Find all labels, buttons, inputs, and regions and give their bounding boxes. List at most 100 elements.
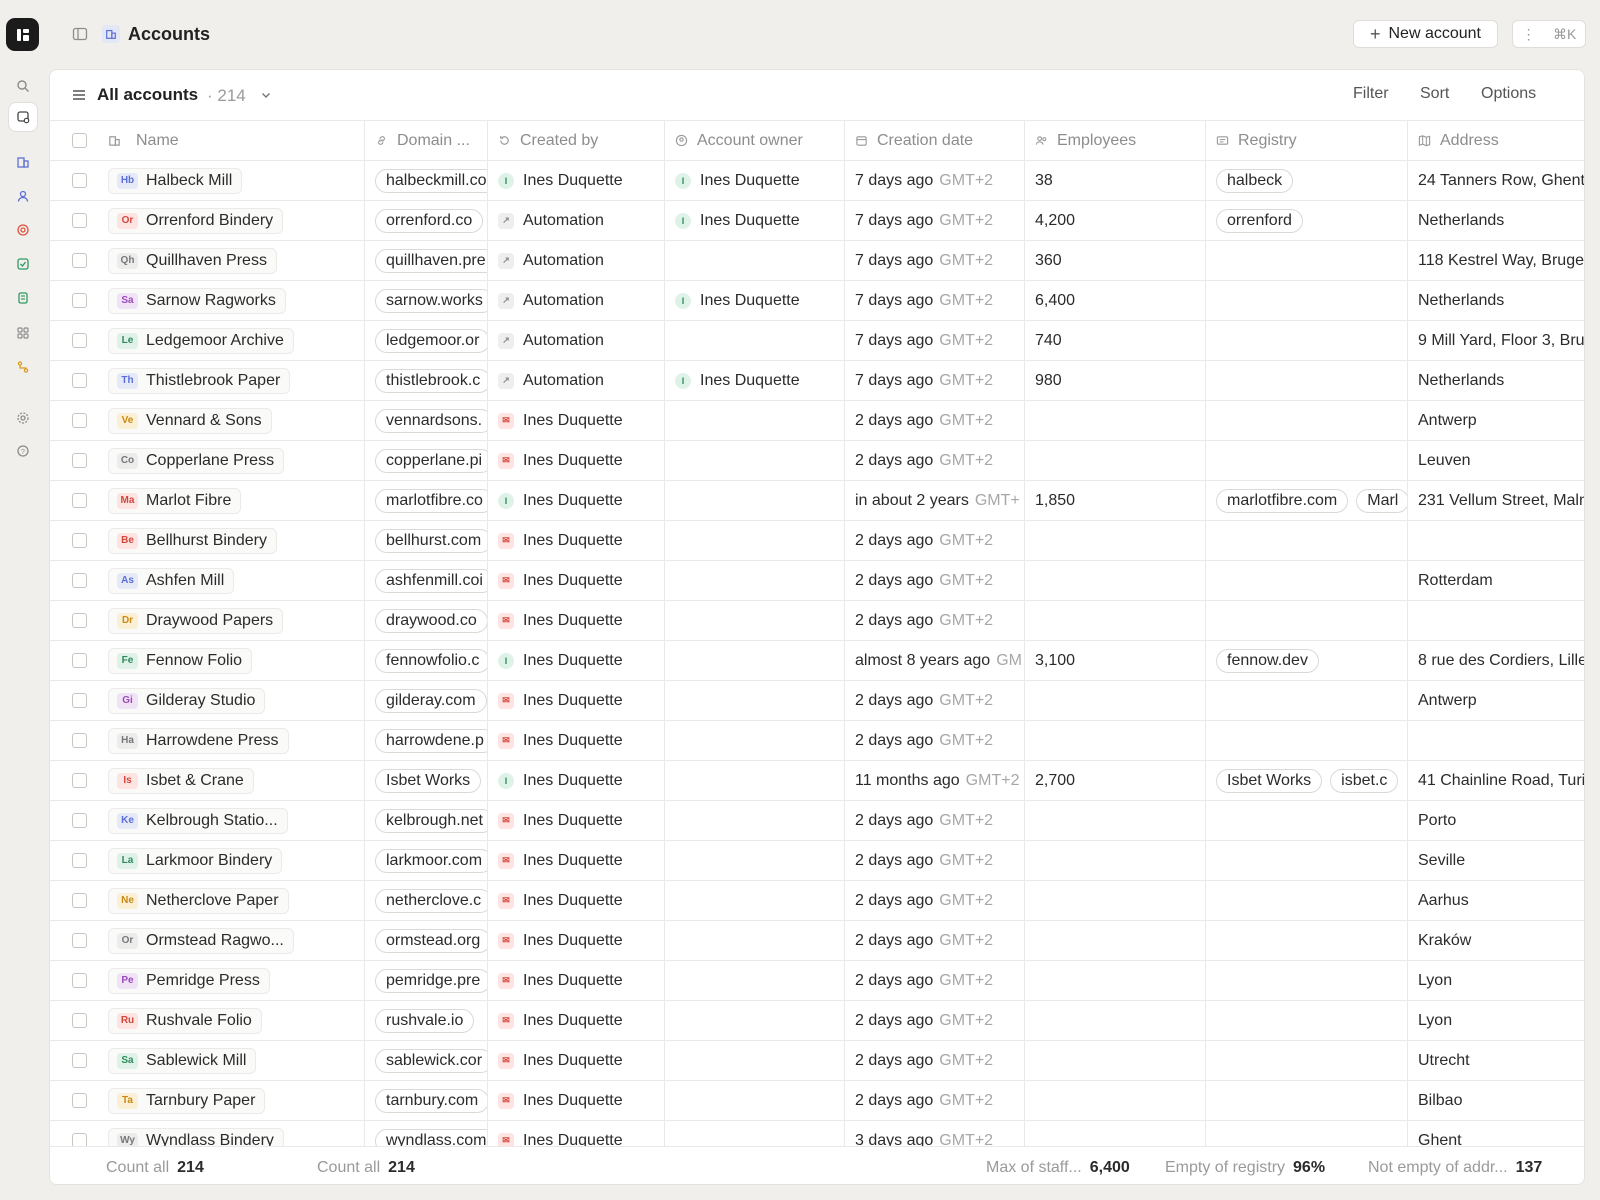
row-checkbox[interactable] <box>71 573 87 588</box>
creation-date-cell[interactable]: 2 days ago GMT+2 <box>845 1001 1025 1040</box>
filter-button[interactable]: Filter <box>1353 85 1389 102</box>
domain-cell[interactable]: marlotfibre.co <box>365 481 488 520</box>
creation-date-cell[interactable]: 2 days ago GMT+2 <box>845 521 1025 560</box>
row-checkbox[interactable] <box>71 773 87 788</box>
registry-cell[interactable] <box>1206 561 1408 600</box>
creation-date-cell[interactable]: 11 months ago GMT+2 <box>845 761 1025 800</box>
domain-cell[interactable]: quillhaven.pre <box>365 241 488 280</box>
creation-date-cell[interactable]: in about 2 years GMT+ <box>845 481 1025 520</box>
name-cell[interactable]: Co Copperlane Press <box>108 441 365 480</box>
people-nav-icon[interactable] <box>9 182 37 210</box>
created-by-cell[interactable]: ✉ Ines Duquette <box>488 881 665 920</box>
chevron-down-icon[interactable] <box>260 89 272 101</box>
employees-cell[interactable] <box>1025 921 1206 960</box>
address-cell[interactable]: Antwerp <box>1408 681 1584 720</box>
account-name-chip[interactable]: Ke Kelbrough Statio... <box>108 807 288 834</box>
account-name-chip[interactable]: Le Ledgemoor Archive <box>108 327 294 354</box>
account-name-chip[interactable]: Dr Draywood Papers <box>108 607 284 634</box>
row-checkbox[interactable] <box>71 653 87 668</box>
creation-date-cell[interactable]: 7 days ago GMT+2 <box>845 281 1025 320</box>
registry-cell[interactable] <box>1206 921 1408 960</box>
registry-cell[interactable] <box>1206 1081 1408 1120</box>
address-cell[interactable]: Netherlands <box>1408 361 1584 400</box>
created-by-cell[interactable]: ↗ Automation <box>488 201 665 240</box>
account-name-chip[interactable]: Qh Quillhaven Press <box>108 247 277 274</box>
account-owner-cell[interactable] <box>665 1041 845 1080</box>
registry-tag[interactable]: isbet.c <box>1330 768 1399 793</box>
account-owner-cell[interactable] <box>665 1001 845 1040</box>
aggregate-registry[interactable]: Empty of registry 96% <box>1165 1159 1326 1176</box>
creation-date-cell[interactable]: 2 days ago GMT+2 <box>845 601 1025 640</box>
account-name-chip[interactable]: Ha Harrowdene Press <box>108 727 289 754</box>
table-row[interactable]: Dr Draywood Papers draywood.co ✉ Ines Duquet… <box>50 600 1584 640</box>
domain-link[interactable]: orrenford.co <box>375 208 484 233</box>
name-cell[interactable]: Ve Vennard & Sons <box>108 401 365 440</box>
address-cell[interactable]: Porto <box>1408 801 1584 840</box>
created-by-cell[interactable]: ✉ Ines Duquette <box>488 841 665 880</box>
account-owner-cell[interactable] <box>665 681 845 720</box>
domain-link[interactable]: pemridge.pre <box>375 968 487 993</box>
employees-cell[interactable] <box>1025 1041 1206 1080</box>
table-row[interactable]: Ve Vennard & Sons vennardsons. ✉ Ines Duquet… <box>50 400 1584 440</box>
search-icon[interactable] <box>9 72 37 100</box>
aggregate-address[interactable]: Not empty of addr... 137 <box>1368 1159 1543 1176</box>
domain-link[interactable]: draywood.co <box>375 608 487 633</box>
registry-cell[interactable] <box>1206 521 1408 560</box>
name-cell[interactable]: Fe Fennow Folio <box>108 641 365 680</box>
domain-cell[interactable]: bellhurst.com <box>365 521 488 560</box>
registry-cell[interactable] <box>1206 601 1408 640</box>
row-checkbox[interactable] <box>71 333 87 348</box>
account-owner-cell[interactable] <box>665 481 845 520</box>
address-cell[interactable]: 41 Chainline Road, Turin, <box>1408 761 1584 800</box>
account-name-chip[interactable]: Ta Tarnbury Paper <box>108 1087 266 1114</box>
domain-cell[interactable]: sarnow.works <box>365 281 488 320</box>
row-checkbox[interactable] <box>71 253 87 268</box>
name-cell[interactable]: Th Thistlebrook Paper <box>108 361 365 400</box>
workflow-nav-icon[interactable] <box>9 353 37 381</box>
address-cell[interactable]: 8 rue des Cordiers, Lille, I <box>1408 641 1584 680</box>
name-cell[interactable]: Be Bellhurst Bindery <box>108 521 365 560</box>
registry-cell[interactable]: orrenford <box>1206 201 1408 240</box>
address-cell[interactable] <box>1408 721 1584 760</box>
employees-cell[interactable] <box>1025 1001 1206 1040</box>
address-cell[interactable]: 231 Vellum Street, Malmö <box>1408 481 1584 520</box>
row-checkbox[interactable] <box>71 213 87 228</box>
column-header-created-by[interactable]: Created by <box>488 121 665 160</box>
address-cell[interactable]: Netherlands <box>1408 281 1584 320</box>
row-checkbox[interactable] <box>71 893 87 908</box>
address-cell[interactable]: Antwerp <box>1408 401 1584 440</box>
domain-link[interactable]: gilderay.com <box>375 688 487 713</box>
creation-date-cell[interactable]: 7 days ago GMT+2 <box>845 241 1025 280</box>
address-cell[interactable]: 24 Tanners Row, Ghent, C <box>1408 161 1584 200</box>
view-menu-icon[interactable] <box>72 88 86 102</box>
account-owner-cell[interactable] <box>665 601 845 640</box>
domain-link[interactable]: copperlane.pi <box>375 448 487 473</box>
account-name-chip[interactable]: Pe Pemridge Press <box>108 967 270 994</box>
registry-cell[interactable]: Isbet Works isbet.c <box>1206 761 1408 800</box>
name-cell[interactable]: Ma Marlot Fibre <box>108 481 365 520</box>
created-by-cell[interactable]: I Ines Duquette <box>488 161 665 200</box>
account-owner-cell[interactable] <box>665 721 845 760</box>
table-row[interactable]: Ma Marlot Fibre marlotfibre.co I Ines Duquet… <box>50 480 1584 520</box>
domain-cell[interactable]: Isbet Works <box>365 761 488 800</box>
creation-date-cell[interactable]: 2 days ago GMT+2 <box>845 401 1025 440</box>
name-cell[interactable]: Or Ormstead Ragwo... <box>108 921 365 960</box>
row-checkbox[interactable] <box>71 413 87 428</box>
domain-link[interactable]: ashfenmill.coi <box>375 568 487 593</box>
employees-cell[interactable]: 3,100 <box>1025 641 1206 680</box>
address-cell[interactable]: Rotterdam <box>1408 561 1584 600</box>
account-name-chip[interactable]: Or Ormstead Ragwo... <box>108 927 294 954</box>
domain-cell[interactable]: copperlane.pi <box>365 441 488 480</box>
registry-cell[interactable] <box>1206 801 1408 840</box>
employees-cell[interactable] <box>1025 681 1206 720</box>
created-by-cell[interactable]: ✉ Ines Duquette <box>488 561 665 600</box>
row-checkbox[interactable] <box>71 373 87 388</box>
employees-cell[interactable] <box>1025 441 1206 480</box>
account-name-chip[interactable]: Ru Rushvale Folio <box>108 1007 262 1034</box>
account-owner-cell[interactable] <box>665 1121 845 1160</box>
row-checkbox[interactable] <box>71 973 87 988</box>
table-row[interactable]: Th Thistlebrook Paper thistlebrook.c ↗ Autom… <box>50 360 1584 400</box>
name-cell[interactable]: Hb Halbeck Mill <box>108 161 365 200</box>
table-row[interactable]: Le Ledgemoor Archive ledgemoor.or ↗ Automati… <box>50 320 1584 360</box>
account-name-chip[interactable]: Hb Halbeck Mill <box>108 167 243 194</box>
